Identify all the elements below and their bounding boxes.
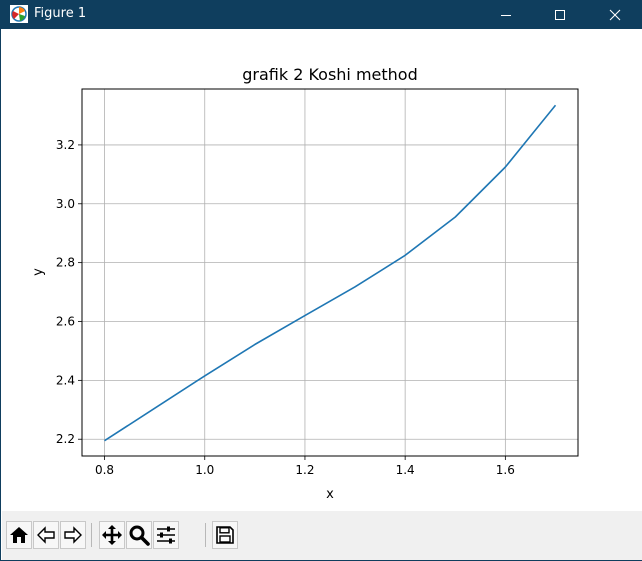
data-series [104, 104, 557, 442]
x-axis-label: x [326, 487, 334, 502]
grid-lines [82, 89, 578, 456]
y-tick-label: 3.2 [56, 138, 75, 152]
save-button[interactable] [212, 521, 238, 549]
minimize-icon [501, 14, 511, 16]
x-tick-label: 0.8 [95, 463, 114, 477]
axis-ticks: 0.8 1.0 1.2 1.4 1.6 2.2 2.4 2.6 2.8 3.0 3.2 [56, 138, 515, 477]
maximize-button[interactable] [537, 0, 583, 29]
x-tick-label: 1.6 [496, 463, 515, 477]
back-arrow-icon [37, 526, 55, 544]
maximize-icon [555, 9, 565, 20]
zoom-icon [129, 525, 150, 546]
close-button[interactable] [592, 0, 638, 29]
plot-frame [81, 88, 579, 457]
x-tick-label: 1.0 [195, 463, 214, 477]
y-tick-label: 3.0 [56, 197, 75, 211]
y-tick-label: 2.4 [56, 373, 75, 387]
matplotlib-logo-icon [10, 5, 28, 23]
zoom-button[interactable] [126, 521, 152, 549]
save-icon [216, 526, 234, 544]
home-icon [10, 527, 28, 543]
forward-button[interactable] [60, 521, 86, 549]
home-button[interactable] [6, 521, 32, 549]
navigation-toolbar [2, 511, 642, 560]
minimize-button[interactable] [483, 0, 529, 29]
series-line [104, 104, 557, 442]
chart-title: grafik 2 Koshi method [242, 65, 418, 84]
toolbar-separator [91, 523, 92, 547]
x-tick-label: 1.2 [295, 463, 314, 477]
pan-icon [102, 525, 122, 545]
y-axis-label: y [31, 268, 46, 276]
y-tick-label: 2.6 [56, 315, 75, 329]
close-icon [609, 9, 621, 20]
subplots-button[interactable] [153, 521, 179, 549]
toolbar-separator [205, 523, 206, 547]
line-chart: grafik 2 Koshi method 0.8 1.0 1.2 1.4 1.6 2.2… [31, 65, 579, 502]
subplots-icon [157, 526, 175, 544]
y-tick-label: 2.2 [56, 432, 75, 446]
back-button[interactable] [33, 521, 59, 549]
forward-arrow-icon [64, 526, 82, 544]
pan-button[interactable] [99, 521, 125, 549]
title-bar[interactable]: Figure 1 [1, 0, 642, 29]
y-tick-label: 2.8 [56, 256, 75, 270]
x-tick-label: 1.4 [396, 463, 415, 477]
figure-canvas[interactable]: grafik 2 Koshi method 0.8 1.0 1.2 1.4 1.6 2.2… [2, 29, 642, 511]
window-title: Figure 1 [34, 6, 87, 21]
